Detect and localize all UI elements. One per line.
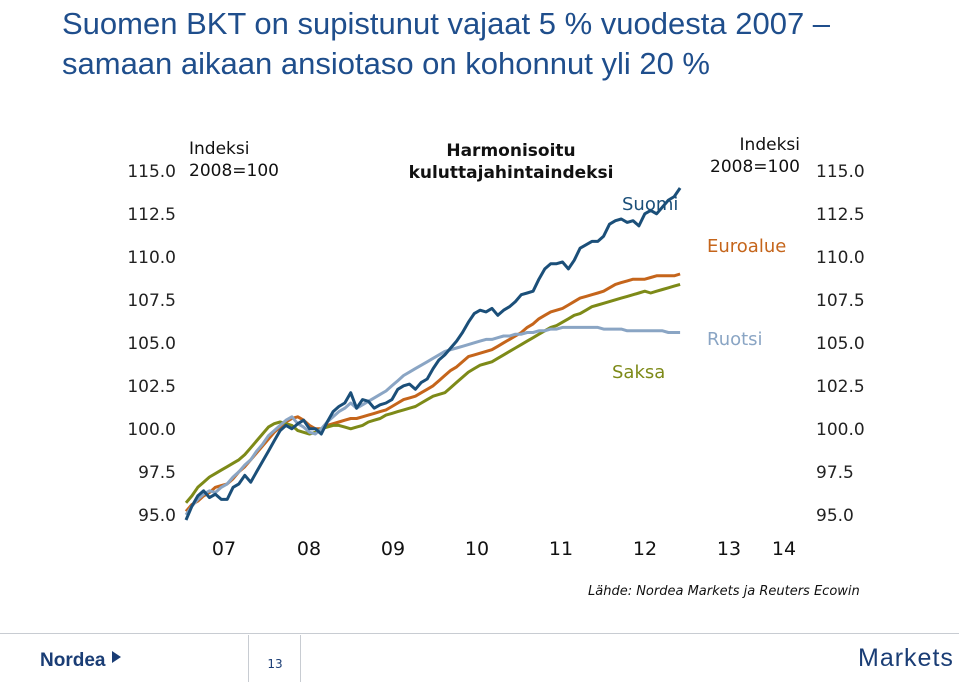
footer-separator [248,635,249,682]
y-tick-left: 115.0 [127,162,176,182]
series-label-saksa: Saksa [612,362,666,383]
x-tick-label: 07 [211,538,237,560]
right-index-line-1: Indeksi [739,135,800,155]
left-index-note: Indeksi 2008=100 [189,138,279,182]
y-tick-right: 100.0 [816,420,865,440]
left-index-line-1: Indeksi [189,139,250,159]
chart-title: Harmonisoitu kuluttajahintaindeksi [376,140,646,184]
y-tick-right: 110.0 [816,248,865,268]
x-tick-label: 13 [716,538,742,560]
y-tick-right: 115.0 [816,162,865,182]
left-index-line-2: 2008=100 [189,161,279,181]
page-number: 13 [267,657,283,671]
x-tick-label: 09 [380,538,406,560]
series-line-suomi [184,187,682,521]
series-line-ruotsi [184,325,681,516]
footer-separator [300,635,301,682]
series-label-suomi: Suomi [622,194,679,215]
chart-title-line-1: Harmonisoitu [446,141,576,161]
y-tick-left: 110.0 [127,248,176,268]
x-tick-label: 08 [296,538,322,560]
y-tick-left: 95.0 [138,506,176,526]
series-layer [184,187,682,521]
series-line-saksa [184,282,681,504]
nordea-logo-mark-icon [112,651,121,663]
title-line-1: Suomen BKT on supistunut vajaat 5 % vuod… [62,6,831,41]
y-tick-right: 97.5 [816,463,854,483]
title-line-2: samaan aikaan ansiotaso on kohonnut yli … [62,46,710,81]
y-tick-right: 95.0 [816,506,854,526]
right-index-note: Indeksi 2008=100 [690,134,800,178]
slide-title: Suomen BKT on supistunut vajaat 5 % vuod… [62,4,942,84]
y-tick-right: 107.5 [816,291,865,311]
source-note: Lähde: Nordea Markets ja Reuters Ecowin [588,584,860,599]
footer-divider [0,633,959,634]
x-tick-label: 14 [771,538,797,560]
x-tick-label: 11 [548,538,574,560]
nordea-logo: Nordea [40,650,106,671]
markets-brand: Markets [858,644,954,672]
footer-bar [0,633,959,682]
y-tick-left: 100.0 [127,420,176,440]
y-tick-left: 105.0 [127,334,176,354]
y-tick-left: 107.5 [127,291,176,311]
series-label-euroalue: Euroalue [707,236,787,257]
y-tick-left: 102.5 [127,377,176,397]
y-tick-right: 112.5 [816,205,865,225]
x-tick-label: 12 [632,538,658,560]
right-index-line-2: 2008=100 [710,157,800,177]
chart-title-line-2: kuluttajahintaindeksi [408,163,614,183]
x-tick-label: 10 [464,538,490,560]
y-tick-left: 112.5 [127,205,176,225]
y-tick-right: 105.0 [816,334,865,354]
series-line-euroalue [184,272,681,513]
series-label-ruotsi: Ruotsi [707,329,763,350]
y-tick-right: 102.5 [816,377,865,397]
y-tick-left: 97.5 [138,463,176,483]
